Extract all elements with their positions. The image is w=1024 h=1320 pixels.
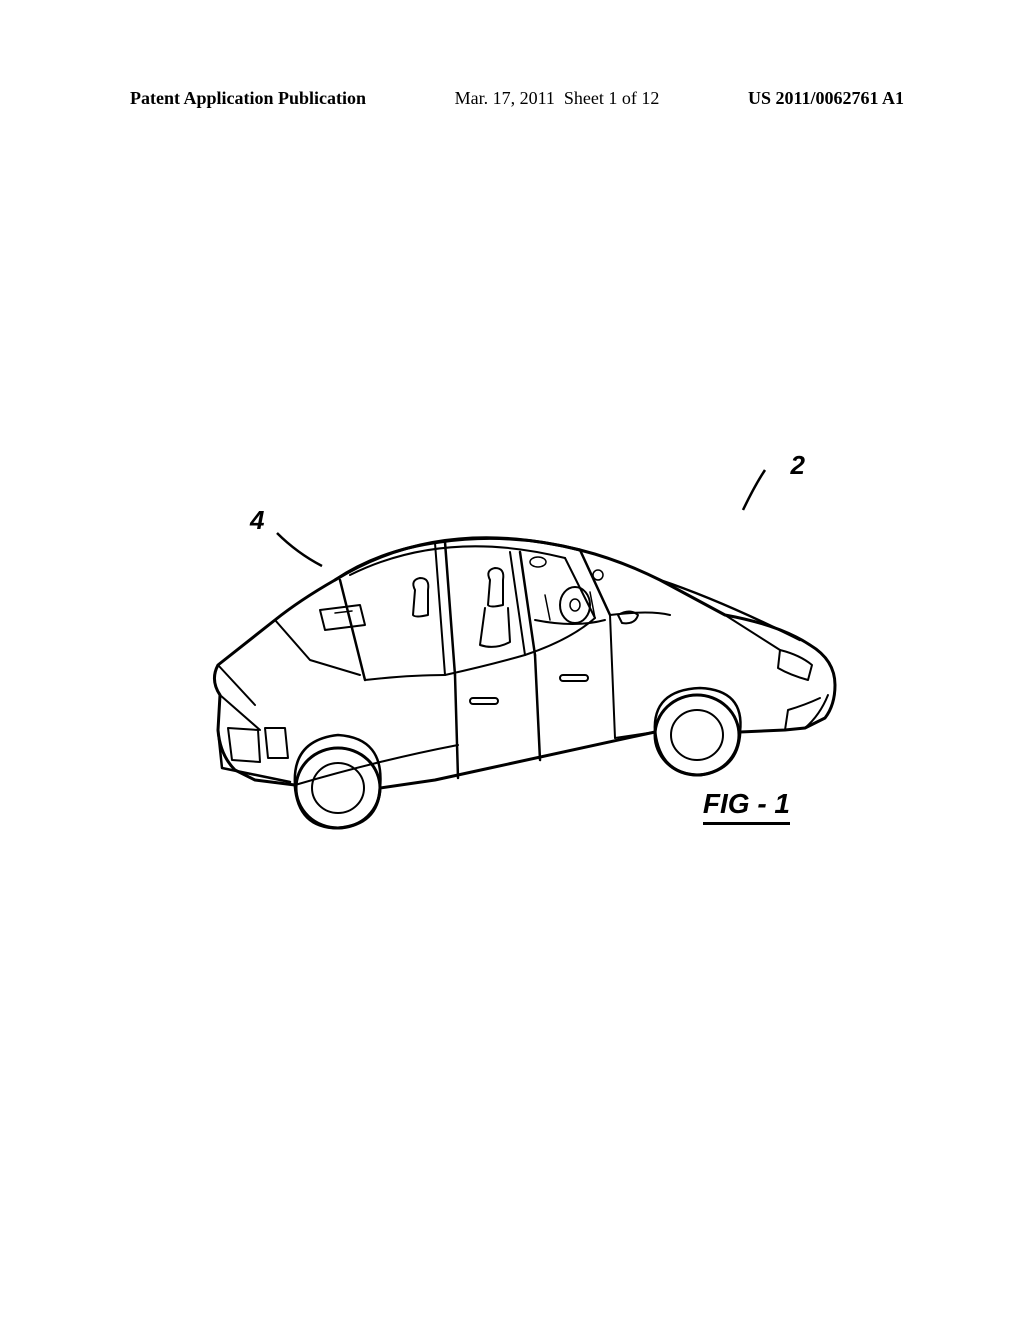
header-patent-number: US 2011/0062761 A1 [748,88,904,109]
figure-label: FIG - 1 [703,788,790,825]
reference-numeral-2: 2 [791,450,805,481]
header-sheet: Sheet 1 of 12 [564,88,659,108]
header-date-sheet: Mar. 17, 2011 Sheet 1 of 12 [455,88,660,109]
header-publication: Patent Application Publication [130,88,366,109]
page-header: Patent Application Publication Mar. 17, … [0,88,1024,109]
figure-1-container: 2 4 [180,440,860,870]
header-date: Mar. 17, 2011 [455,88,555,108]
